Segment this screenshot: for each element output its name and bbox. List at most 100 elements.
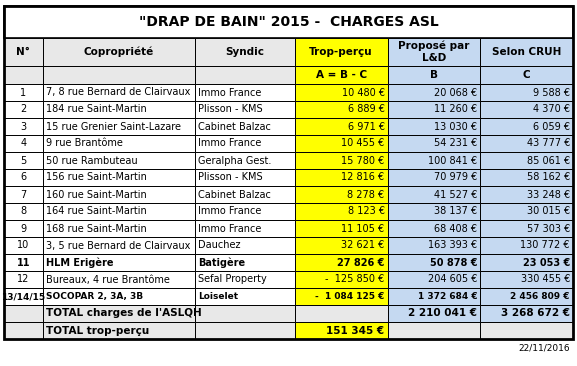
Bar: [480, 203, 573, 220]
Bar: [4, 135, 43, 152]
Text: Cabinet Balzac: Cabinet Balzac: [198, 190, 271, 199]
Text: -  125 850 €: - 125 850 €: [325, 274, 384, 284]
Bar: [195, 84, 295, 101]
Text: Batigère: Batigère: [198, 257, 245, 268]
Text: 38 137 €: 38 137 €: [434, 206, 477, 217]
Bar: [388, 135, 480, 152]
Text: 11 260 €: 11 260 €: [434, 105, 477, 115]
Text: Proposé par
L&D: Proposé par L&D: [398, 41, 470, 63]
Text: 11: 11: [17, 258, 30, 268]
Text: 160 rue Saint-Martin: 160 rue Saint-Martin: [46, 190, 147, 199]
Bar: [195, 254, 295, 271]
Text: 85 061 €: 85 061 €: [527, 156, 570, 165]
Text: 2: 2: [20, 105, 27, 115]
Bar: [295, 152, 388, 169]
Text: 33 248 €: 33 248 €: [527, 190, 570, 199]
Bar: [43, 288, 195, 305]
Bar: [4, 203, 43, 220]
Bar: [4, 271, 43, 288]
Bar: [4, 220, 43, 237]
Text: 13 030 €: 13 030 €: [434, 122, 477, 131]
Bar: [388, 254, 480, 271]
Bar: [195, 152, 295, 169]
Bar: [480, 186, 573, 203]
Text: 27 826 €: 27 826 €: [337, 258, 384, 268]
Text: Loiselet: Loiselet: [198, 292, 238, 301]
Bar: [195, 66, 295, 84]
Bar: [195, 169, 295, 186]
Text: 130 772 €: 130 772 €: [520, 240, 570, 250]
Text: 13/14/15: 13/14/15: [1, 292, 46, 301]
Text: A = B - C: A = B - C: [316, 70, 367, 80]
Bar: [195, 203, 295, 220]
Bar: [295, 203, 388, 220]
Bar: [480, 271, 573, 288]
Text: 3: 3: [20, 122, 27, 131]
Text: 58 162 €: 58 162 €: [527, 172, 570, 183]
Text: 2 456 809 €: 2 456 809 €: [511, 292, 570, 301]
Text: Plisson - KMS: Plisson - KMS: [198, 105, 263, 115]
Text: Bureaux, 4 rue Brantôme: Bureaux, 4 rue Brantôme: [46, 274, 170, 284]
Bar: [4, 66, 43, 84]
Bar: [295, 220, 388, 237]
Text: 8 278 €: 8 278 €: [347, 190, 384, 199]
Bar: [295, 66, 388, 84]
Bar: [388, 152, 480, 169]
Bar: [295, 101, 388, 118]
Bar: [480, 288, 573, 305]
Bar: [480, 220, 573, 237]
Bar: [195, 186, 295, 203]
Text: 23 053 €: 23 053 €: [523, 258, 570, 268]
Text: 5: 5: [20, 156, 27, 165]
Text: N°: N°: [16, 47, 30, 57]
Text: 68 408 €: 68 408 €: [434, 224, 477, 234]
Text: 3, 5 rue Bernard de Clairvaux: 3, 5 rue Bernard de Clairvaux: [46, 240, 190, 250]
Text: 3 268 672 €: 3 268 672 €: [501, 309, 570, 318]
Bar: [295, 254, 388, 271]
Text: Geralpha Gest.: Geralpha Gest.: [198, 156, 272, 165]
Bar: [4, 118, 43, 135]
Text: 9 588 €: 9 588 €: [533, 87, 570, 97]
Text: 32 621 €: 32 621 €: [341, 240, 384, 250]
Text: 156 rue Saint-Martin: 156 rue Saint-Martin: [46, 172, 147, 183]
Bar: [295, 237, 388, 254]
Text: 164 rue Saint-Martin: 164 rue Saint-Martin: [46, 206, 147, 217]
Text: 15 780 €: 15 780 €: [341, 156, 384, 165]
Bar: [295, 118, 388, 135]
Bar: [4, 305, 43, 322]
Text: 168 rue Saint-Martin: 168 rue Saint-Martin: [46, 224, 147, 234]
Bar: [43, 237, 195, 254]
Bar: [43, 203, 195, 220]
Text: Syndic: Syndic: [226, 47, 264, 57]
Text: 6 889 €: 6 889 €: [347, 105, 384, 115]
Bar: [4, 84, 43, 101]
Bar: [43, 254, 195, 271]
Text: 204 605 €: 204 605 €: [428, 274, 477, 284]
Bar: [388, 288, 480, 305]
Text: 10 480 €: 10 480 €: [342, 87, 384, 97]
Bar: [43, 220, 195, 237]
Text: 43 777 €: 43 777 €: [527, 138, 570, 149]
Text: SOCOPAR 2, 3A, 3B: SOCOPAR 2, 3A, 3B: [46, 292, 143, 301]
Text: 11 105 €: 11 105 €: [342, 224, 384, 234]
Text: 10: 10: [17, 240, 29, 250]
Text: 1: 1: [20, 87, 27, 97]
Bar: [4, 288, 43, 305]
Bar: [480, 305, 573, 322]
Bar: [195, 271, 295, 288]
Text: Copropriété: Copropriété: [84, 47, 154, 57]
Text: Immo France: Immo France: [198, 206, 261, 217]
Bar: [480, 118, 573, 135]
Bar: [388, 84, 480, 101]
Bar: [480, 152, 573, 169]
Bar: [4, 152, 43, 169]
Bar: [388, 305, 480, 322]
Text: -  1 084 125 €: - 1 084 125 €: [315, 292, 384, 301]
Bar: [388, 322, 480, 339]
Bar: [480, 237, 573, 254]
Text: 57 303 €: 57 303 €: [527, 224, 570, 234]
Text: "DRAP DE BAIN" 2015 -  CHARGES ASL: "DRAP DE BAIN" 2015 - CHARGES ASL: [138, 15, 439, 29]
Text: Dauchez: Dauchez: [198, 240, 241, 250]
Bar: [195, 305, 295, 322]
Bar: [4, 169, 43, 186]
